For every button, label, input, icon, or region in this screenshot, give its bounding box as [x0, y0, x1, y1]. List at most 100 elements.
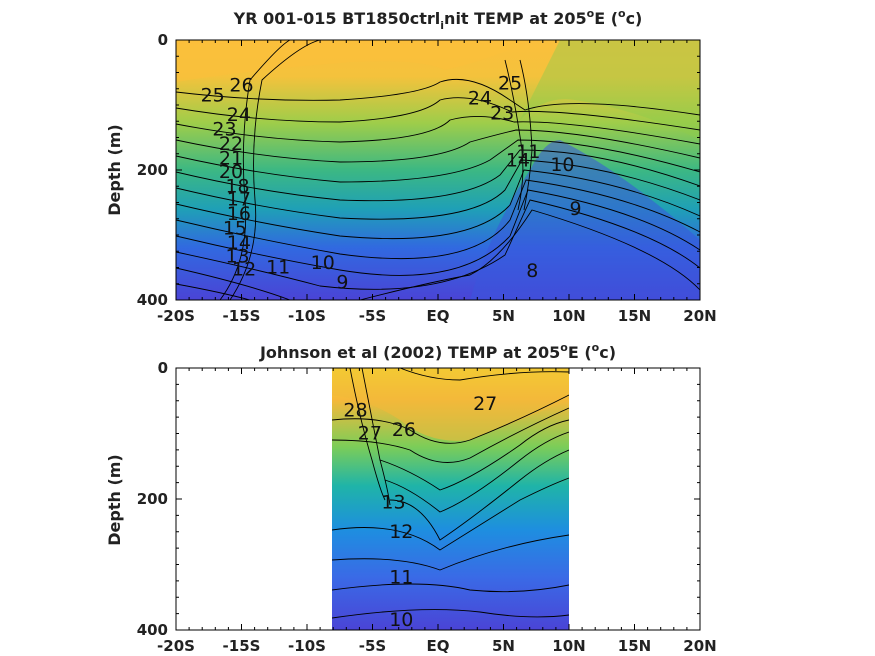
contour-line	[176, 78, 700, 116]
x-ticks-top: -20S -15S -10S -5S EQ 5N 10N 15N 20N	[157, 40, 717, 325]
contour-label: 14	[506, 149, 530, 171]
y-ticks-top: 0 200 400	[137, 31, 700, 309]
x-tick-label: -5S	[359, 307, 386, 325]
contour-line	[519, 59, 533, 211]
x-tick-label: 15N	[618, 637, 651, 655]
x-tick-label: EQ	[427, 637, 450, 655]
contour-line	[332, 407, 569, 463]
warm-pool-top	[176, 40, 530, 82]
contour-line	[176, 179, 700, 260]
contour-line	[332, 583, 569, 593]
y-tick-label: 0	[158, 359, 168, 377]
x-tick-label: -15S	[223, 637, 261, 655]
contour-label: 10	[389, 609, 413, 631]
contour-label: 26	[229, 75, 253, 97]
x-tick-label: -10S	[288, 637, 326, 655]
x-tick-label: EQ	[427, 307, 450, 325]
x-tick-label: -20S	[157, 307, 195, 325]
contour-line	[332, 534, 569, 571]
contour-line	[332, 477, 569, 551]
panel-bottom: Johnson et al (2002) TEMP at 205oE (oc) …	[105, 341, 717, 655]
contour-line	[176, 115, 700, 145]
contour-label: 25	[498, 73, 522, 95]
contour-label: 22	[219, 133, 243, 155]
contour-line	[176, 169, 700, 240]
contour-line	[349, 368, 386, 501]
panel-top: YR 001-015 BT1850ctrlinit TEMP at 205oE …	[105, 7, 717, 325]
contour-label: 9	[570, 198, 582, 220]
contour-label: 24	[227, 104, 251, 126]
contour-line	[176, 139, 700, 183]
contour-lines-bottom	[332, 368, 569, 619]
contour-label: 20	[219, 161, 243, 183]
x-tick-label: 10N	[552, 637, 585, 655]
y-ticks-bottom: 0 200 400	[137, 359, 700, 639]
y-axis-label-top: Depth (m)	[105, 124, 124, 216]
contour-label: 12	[232, 258, 256, 280]
contour-line	[361, 368, 391, 506]
contour-label: 15	[223, 218, 247, 240]
contour-line	[176, 189, 700, 276]
upwelling-green-top	[520, 40, 700, 140]
contour-label: 26	[392, 419, 416, 441]
x-ticks-bottom: -20S -15S -10S -5S EQ 5N 10N 15N 20N	[157, 368, 717, 655]
contour-line	[384, 431, 569, 513]
x-tick-label: 15N	[618, 307, 651, 325]
contour-label: 10	[550, 154, 574, 176]
contour-label: 27	[473, 393, 497, 415]
x-tick-label: 5N	[492, 307, 515, 325]
contour-line	[504, 59, 524, 211]
contour-label: 9	[336, 271, 348, 293]
y-tick-label: 0	[158, 31, 168, 49]
contour-line	[176, 97, 700, 131]
contour-label: 13	[225, 245, 249, 267]
contour-label: 10	[311, 252, 335, 274]
contour-label: 11	[516, 141, 540, 163]
y-tick-label: 200	[137, 161, 168, 179]
chart-title-top: YR 001-015 BT1850ctrlinit TEMP at 205oE …	[233, 7, 643, 32]
contour-label: 23	[490, 102, 514, 124]
y-tick-label: 200	[137, 490, 168, 508]
x-tick-label: -5S	[359, 637, 386, 655]
contour-line	[229, 40, 321, 300]
contour-line	[176, 149, 700, 202]
contour-line	[399, 368, 569, 381]
contour-label: 23	[212, 119, 236, 141]
contour-line	[176, 283, 251, 300]
contour-line	[176, 199, 700, 290]
contour-label: 11	[389, 567, 413, 589]
contour-label: 27	[358, 423, 382, 445]
contour-line	[332, 394, 569, 444]
contour-label: 13	[381, 491, 405, 513]
contour-label: 17	[227, 188, 251, 210]
contour-label: 25	[201, 84, 225, 106]
contour-line	[359, 209, 700, 300]
chart-title-bottom: Johnson et al (2002) TEMP at 205oE (oc)	[259, 341, 616, 362]
contour-line	[332, 609, 569, 619]
contour-lines-top	[176, 40, 700, 300]
y-tick-label: 400	[137, 291, 168, 309]
contour-line	[176, 129, 700, 163]
x-tick-label: -20S	[157, 637, 195, 655]
warm-band-bottom	[332, 368, 569, 441]
x-tick-label: 10N	[552, 307, 585, 325]
contour-label: 12	[389, 521, 413, 543]
contour-label: 16	[227, 203, 251, 225]
contour-label: 18	[225, 175, 249, 197]
x-tick-label: -15S	[223, 307, 261, 325]
contour-line	[176, 159, 700, 220]
contour-label: 24	[468, 88, 492, 110]
x-tick-label: 20N	[683, 637, 716, 655]
contour-label: 8	[526, 260, 538, 282]
x-tick-label: 20N	[683, 307, 716, 325]
x-tick-label: 5N	[492, 637, 515, 655]
contour-label: 21	[219, 147, 243, 169]
contour-line	[389, 449, 569, 541]
y-axis-label-bottom: Depth (m)	[105, 454, 124, 546]
contour-line	[379, 419, 569, 491]
contour-line	[176, 267, 291, 300]
y-tick-label: 400	[137, 621, 168, 639]
contour-line	[219, 40, 291, 300]
